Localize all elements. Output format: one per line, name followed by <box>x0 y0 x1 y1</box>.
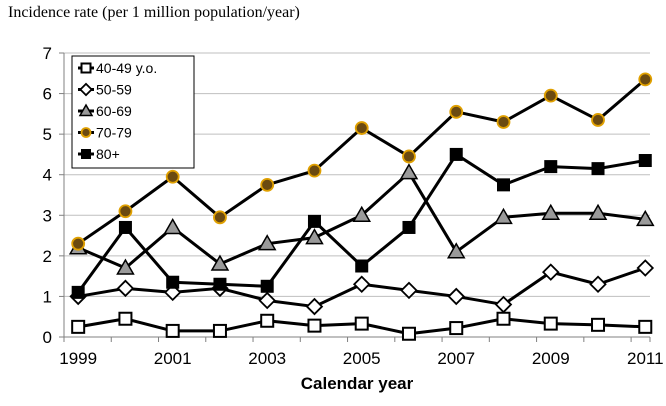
data-point-orange-circle <box>71 236 86 251</box>
legend-label: 50-59 <box>96 82 132 98</box>
legend-label: 60-69 <box>96 103 132 119</box>
data-point-gray-triangle <box>399 163 419 180</box>
y-tick-label: 0 <box>43 328 52 347</box>
x-axis-title: Calendar year <box>301 374 414 393</box>
data-point-filled-square <box>402 220 416 234</box>
data-point-orange-circle <box>449 104 464 119</box>
data-point-orange-circle <box>402 149 416 164</box>
y-tick-labels: 0 1 2 3 4 5 6 7 <box>43 44 52 347</box>
data-point-orange-circle <box>260 177 275 192</box>
data-point-filled-square <box>166 275 180 289</box>
legend: 40-49 y.o. 50-59 60-69 70-79 80+ <box>71 55 195 169</box>
data-point-open-diamond <box>305 297 324 316</box>
data-point-open-square <box>212 323 227 338</box>
x-tick-label: 1999 <box>59 349 97 368</box>
x-tick-label: 2011 <box>627 349 664 368</box>
y-tick-label: 7 <box>43 44 52 63</box>
data-point-orange-circle <box>213 210 227 225</box>
x-tick-labels: 1999 2001 2003 2005 2007 2009 2011 <box>59 349 663 368</box>
data-point-open-square <box>496 311 511 326</box>
data-point-orange-circle <box>591 113 605 127</box>
data-point-filled-square <box>260 279 274 293</box>
data-point-orange-circle <box>165 169 180 184</box>
data-point-gray-triangle <box>257 234 277 251</box>
data-point-orange-circle <box>496 115 511 129</box>
y-tick-label: 3 <box>43 206 52 225</box>
data-point-open-diamond <box>116 279 135 298</box>
y-tick-label: 1 <box>43 287 52 306</box>
data-point-gray-triangle <box>446 242 466 259</box>
data-point-filled-square <box>307 214 321 228</box>
series-markers <box>68 72 655 341</box>
legend-label: 70-79 <box>96 125 132 141</box>
data-point-open-diamond <box>589 275 607 294</box>
data-point-gray-triangle <box>116 258 135 275</box>
y-tick-label: 5 <box>43 125 52 144</box>
data-point-open-diamond <box>447 287 466 306</box>
data-point-open-square <box>354 316 369 331</box>
data-point-filled-square <box>118 220 132 234</box>
y-tick-label: 4 <box>43 166 52 185</box>
data-point-gray-triangle <box>588 203 608 221</box>
data-point-open-square <box>118 311 133 326</box>
x-tick-label: 2007 <box>437 349 475 368</box>
data-point-filled-square <box>213 277 227 291</box>
data-point-gray-triangle <box>635 209 655 227</box>
data-point-orange-circle <box>307 163 322 178</box>
data-point-open-square <box>543 316 558 331</box>
data-point-open-square <box>401 326 416 341</box>
data-point-filled-square <box>591 162 605 176</box>
x-tick-label: 2005 <box>343 349 381 368</box>
legend-marker-filled-square <box>81 149 91 159</box>
x-tick-label: 2009 <box>532 349 570 368</box>
x-tick-label: 2001 <box>154 349 192 368</box>
data-point-gray-triangle <box>305 228 324 245</box>
data-point-orange-circle <box>118 204 133 219</box>
data-point-open-square <box>449 321 464 336</box>
legend-label: 80+ <box>96 146 120 162</box>
data-point-filled-square <box>71 285 85 299</box>
data-point-orange-circle <box>354 121 369 135</box>
data-point-open-square <box>638 319 653 334</box>
legend-label: 40-49 y.o. <box>96 60 157 76</box>
data-point-open-square <box>307 318 322 333</box>
data-point-gray-triangle <box>541 203 561 221</box>
x-tick-label: 2003 <box>248 349 286 368</box>
data-point-filled-square <box>544 160 558 174</box>
legend-marker-open-square <box>80 62 92 74</box>
data-point-gray-triangle <box>352 205 372 223</box>
data-point-open-square <box>260 313 275 328</box>
data-point-open-square <box>71 319 86 334</box>
y-tick-label: 6 <box>43 85 52 104</box>
y-tick-label: 2 <box>43 247 52 266</box>
data-point-filled-square <box>638 154 652 168</box>
data-point-open-square <box>165 323 180 338</box>
legend-marker-orange-circle <box>80 127 92 138</box>
data-point-gray-triangle <box>494 207 513 225</box>
data-point-open-diamond <box>636 259 655 277</box>
data-point-open-diamond <box>541 263 560 281</box>
data-point-gray-triangle <box>163 217 182 235</box>
y-axis-title: Incidence rate (per 1 million population… <box>8 4 300 21</box>
data-point-open-diamond <box>400 281 418 300</box>
data-point-orange-circle <box>543 88 558 103</box>
data-point-filled-square <box>449 147 463 161</box>
axes <box>59 52 651 342</box>
data-point-gray-triangle <box>210 254 230 271</box>
data-point-open-diamond <box>494 295 513 314</box>
data-point-open-diamond <box>352 275 371 294</box>
legend-marker-gray-triangle <box>78 103 94 117</box>
legend-marker-open-diamond <box>79 82 93 97</box>
data-point-orange-circle <box>638 72 653 87</box>
data-point-filled-square <box>355 259 369 273</box>
data-point-open-square <box>591 317 606 332</box>
data-point-open-diamond <box>258 291 276 310</box>
data-point-filled-square <box>497 178 510 192</box>
